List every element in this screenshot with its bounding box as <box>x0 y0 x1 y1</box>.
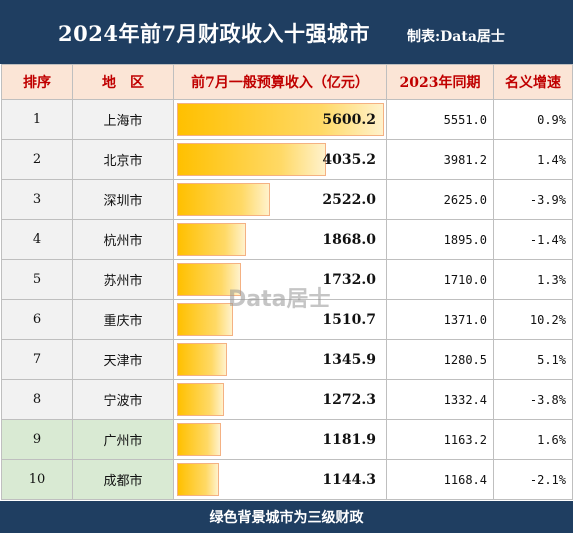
city-cell: 宁波市 <box>72 379 174 420</box>
growth-cell: 10.2% <box>493 299 573 340</box>
rank-cell: 10 <box>1 459 73 500</box>
table-row: 5 苏州市 1732.0 1710.0 1.3% <box>1 259 573 300</box>
revenue-bar <box>177 223 247 256</box>
current-revenue-cell: 1272.3 <box>173 379 387 420</box>
previous-year-cell: 1163.2 <box>386 419 494 460</box>
revenue-bar <box>177 423 221 456</box>
rank-cell: 1 <box>1 99 73 140</box>
current-revenue-cell: 1345.9 <box>173 339 387 380</box>
growth-cell: 0.9% <box>493 99 573 140</box>
revenue-bar <box>177 263 242 296</box>
current-revenue-cell: 1868.0 <box>173 219 387 260</box>
rank-cell: 4 <box>1 219 73 260</box>
growth-cell: -2.1% <box>493 459 573 500</box>
revenue-bar <box>177 383 225 416</box>
city-cell: 重庆市 <box>72 299 174 340</box>
growth-cell: -3.9% <box>493 179 573 220</box>
current-revenue-value: 1510.7 <box>322 311 376 328</box>
revenue-bar <box>177 303 233 336</box>
city-cell: 天津市 <box>72 339 174 380</box>
current-revenue-value: 2522.0 <box>322 191 376 208</box>
table-body: 1 上海市 5600.2 5551.0 0.9% 2 北京市 4035.2 3981.2 1.4%… <box>1 99 573 500</box>
revenue-bar <box>177 463 220 496</box>
current-revenue-value: 4035.2 <box>322 151 376 168</box>
growth-cell: 5.1% <box>493 339 573 380</box>
table-row: 4 杭州市 1868.0 1895.0 -1.4% <box>1 219 573 260</box>
rank-cell: 6 <box>1 299 73 340</box>
city-cell: 杭州市 <box>72 219 174 260</box>
growth-cell: -1.4% <box>493 219 573 260</box>
footer-note: 绿色背景城市为三级财政 <box>0 501 573 533</box>
current-revenue-cell: 5600.2 <box>173 99 387 140</box>
current-revenue-cell: 1181.9 <box>173 419 387 460</box>
revenue-bar <box>177 183 271 216</box>
revenue-table: 排序 地 区 前7月一般预算收入（亿元） 2023年同期 名义增速 1 上海市 56… <box>1 64 573 500</box>
current-revenue-cell: 4035.2 <box>173 139 387 180</box>
city-cell: 北京市 <box>72 139 174 180</box>
title-bar: 2024年前7月财政收入十强城市 制表:Data居士 <box>0 0 573 64</box>
page-title: 2024年前7月财政收入十强城市 <box>58 21 371 46</box>
header-rank: 排序 <box>1 64 73 100</box>
growth-cell: 1.6% <box>493 419 573 460</box>
current-revenue-value: 1181.9 <box>322 431 376 448</box>
table-row: 9 广州市 1181.9 1163.2 1.6% <box>1 419 573 460</box>
header-current-revenue: 前7月一般预算收入（亿元） <box>173 64 387 100</box>
city-cell: 成都市 <box>72 459 174 500</box>
city-cell: 深圳市 <box>72 179 174 220</box>
current-revenue-cell: 1144.3 <box>173 459 387 500</box>
table-row: 3 深圳市 2522.0 2625.0 -3.9% <box>1 179 573 220</box>
table-row: 8 宁波市 1272.3 1332.4 -3.8% <box>1 379 573 420</box>
rank-cell: 7 <box>1 339 73 380</box>
rank-cell: 5 <box>1 259 73 300</box>
table-header: 排序 地 区 前7月一般预算收入（亿元） 2023年同期 名义增速 <box>1 64 573 100</box>
previous-year-cell: 1168.4 <box>386 459 494 500</box>
revenue-bar <box>177 103 384 136</box>
current-revenue-cell: 2522.0 <box>173 179 387 220</box>
current-revenue-value: 1272.3 <box>322 391 376 408</box>
rank-cell: 2 <box>1 139 73 180</box>
table-row: 10 成都市 1144.3 1168.4 -2.1% <box>1 459 573 500</box>
revenue-bar <box>177 143 327 176</box>
city-cell: 苏州市 <box>72 259 174 300</box>
previous-year-cell: 1710.0 <box>386 259 494 300</box>
current-revenue-cell: 1732.0 <box>173 259 387 300</box>
previous-year-cell: 2625.0 <box>386 179 494 220</box>
current-revenue-value: 1144.3 <box>322 471 376 488</box>
current-revenue-cell: 1510.7 <box>173 299 387 340</box>
city-cell: 上海市 <box>72 99 174 140</box>
current-revenue-value: 1868.0 <box>322 231 376 248</box>
growth-cell: -3.8% <box>493 379 573 420</box>
previous-year-cell: 3981.2 <box>386 139 494 180</box>
previous-year-cell: 1371.0 <box>386 299 494 340</box>
rank-cell: 9 <box>1 419 73 460</box>
previous-year-cell: 1895.0 <box>386 219 494 260</box>
previous-year-cell: 1280.5 <box>386 339 494 380</box>
rank-cell: 3 <box>1 179 73 220</box>
previous-year-cell: 1332.4 <box>386 379 494 420</box>
header-previous-year: 2023年同期 <box>386 64 494 100</box>
table-row: 2 北京市 4035.2 3981.2 1.4% <box>1 139 573 180</box>
revenue-bar <box>177 343 227 376</box>
previous-year-cell: 5551.0 <box>386 99 494 140</box>
rank-cell: 8 <box>1 379 73 420</box>
table-row: 1 上海市 5600.2 5551.0 0.9% <box>1 99 573 140</box>
growth-cell: 1.4% <box>493 139 573 180</box>
current-revenue-value: 1345.9 <box>322 351 376 368</box>
current-revenue-value: 5600.2 <box>322 111 376 128</box>
current-revenue-value: 1732.0 <box>322 271 376 288</box>
credit-label: 制表:Data居士 <box>407 29 505 45</box>
header-region: 地 区 <box>72 64 174 100</box>
header-growth: 名义增速 <box>493 64 573 100</box>
growth-cell: 1.3% <box>493 259 573 300</box>
table-row: 7 天津市 1345.9 1280.5 5.1% <box>1 339 573 380</box>
table-row: 6 重庆市 1510.7 1371.0 10.2% <box>1 299 573 340</box>
city-cell: 广州市 <box>72 419 174 460</box>
